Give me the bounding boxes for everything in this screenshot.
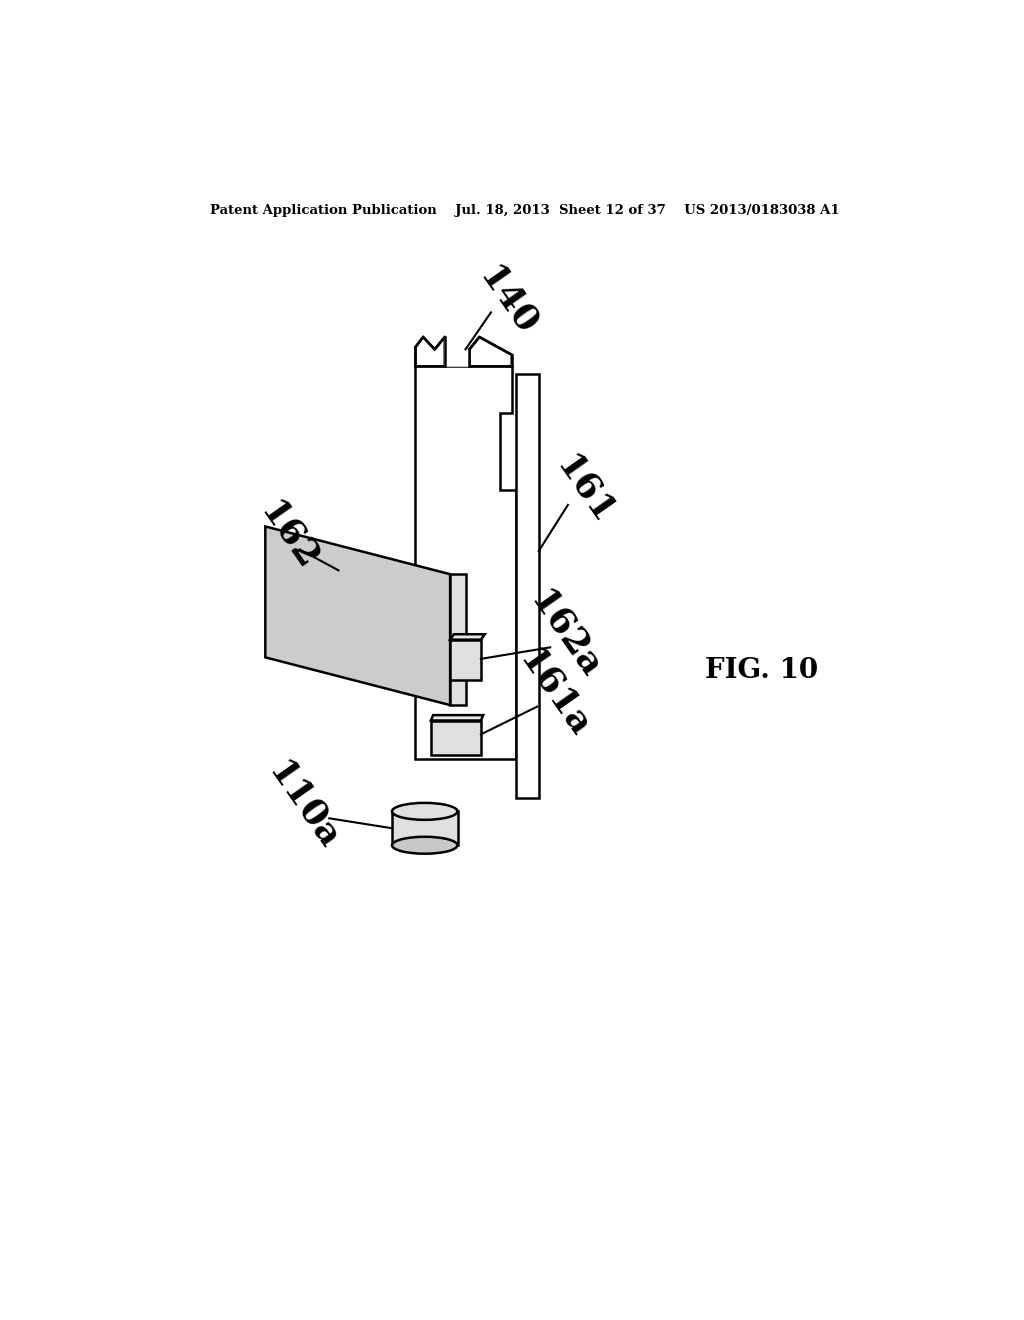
Text: 162: 162 xyxy=(253,495,324,577)
Text: FIG. 10: FIG. 10 xyxy=(706,657,818,684)
Polygon shape xyxy=(515,374,539,797)
Polygon shape xyxy=(416,367,515,759)
Polygon shape xyxy=(451,635,484,640)
Ellipse shape xyxy=(392,803,458,820)
Polygon shape xyxy=(431,721,481,755)
Polygon shape xyxy=(444,337,469,367)
Polygon shape xyxy=(469,337,512,367)
Text: 161: 161 xyxy=(549,449,621,531)
Polygon shape xyxy=(431,715,483,721)
Polygon shape xyxy=(451,640,481,681)
Polygon shape xyxy=(451,574,466,705)
Text: 110a: 110a xyxy=(261,755,346,855)
Text: 161a: 161a xyxy=(512,643,596,744)
Polygon shape xyxy=(265,527,451,705)
Text: 140: 140 xyxy=(472,260,544,342)
Ellipse shape xyxy=(392,837,458,854)
Polygon shape xyxy=(392,812,458,845)
Polygon shape xyxy=(416,337,444,367)
Text: 162a: 162a xyxy=(523,583,608,685)
Text: Patent Application Publication    Jul. 18, 2013  Sheet 12 of 37    US 2013/01830: Patent Application Publication Jul. 18, … xyxy=(210,205,840,218)
